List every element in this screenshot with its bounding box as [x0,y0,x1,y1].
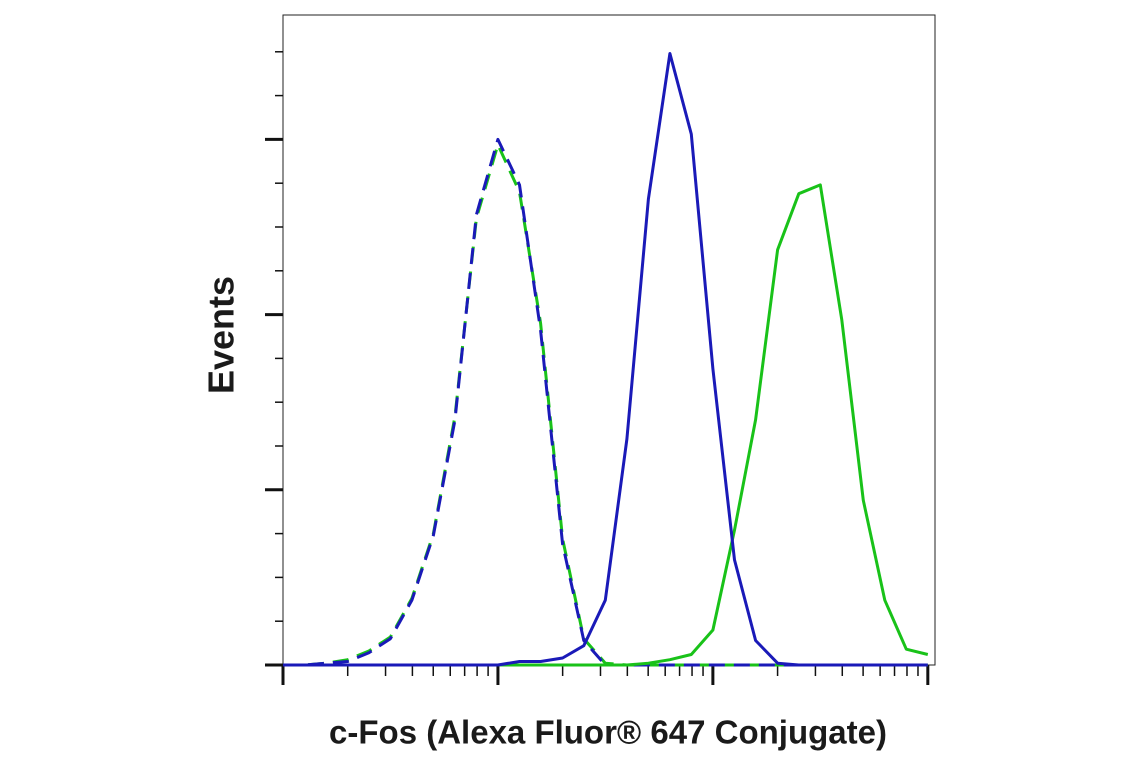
x-axis-label: c-Fos (Alexa Fluor® 647 Conjugate) [329,714,887,751]
y-axis-label: Events [201,276,242,394]
histogram-line [283,52,928,667]
histogram-line [283,143,928,667]
histogram-line [283,137,928,667]
